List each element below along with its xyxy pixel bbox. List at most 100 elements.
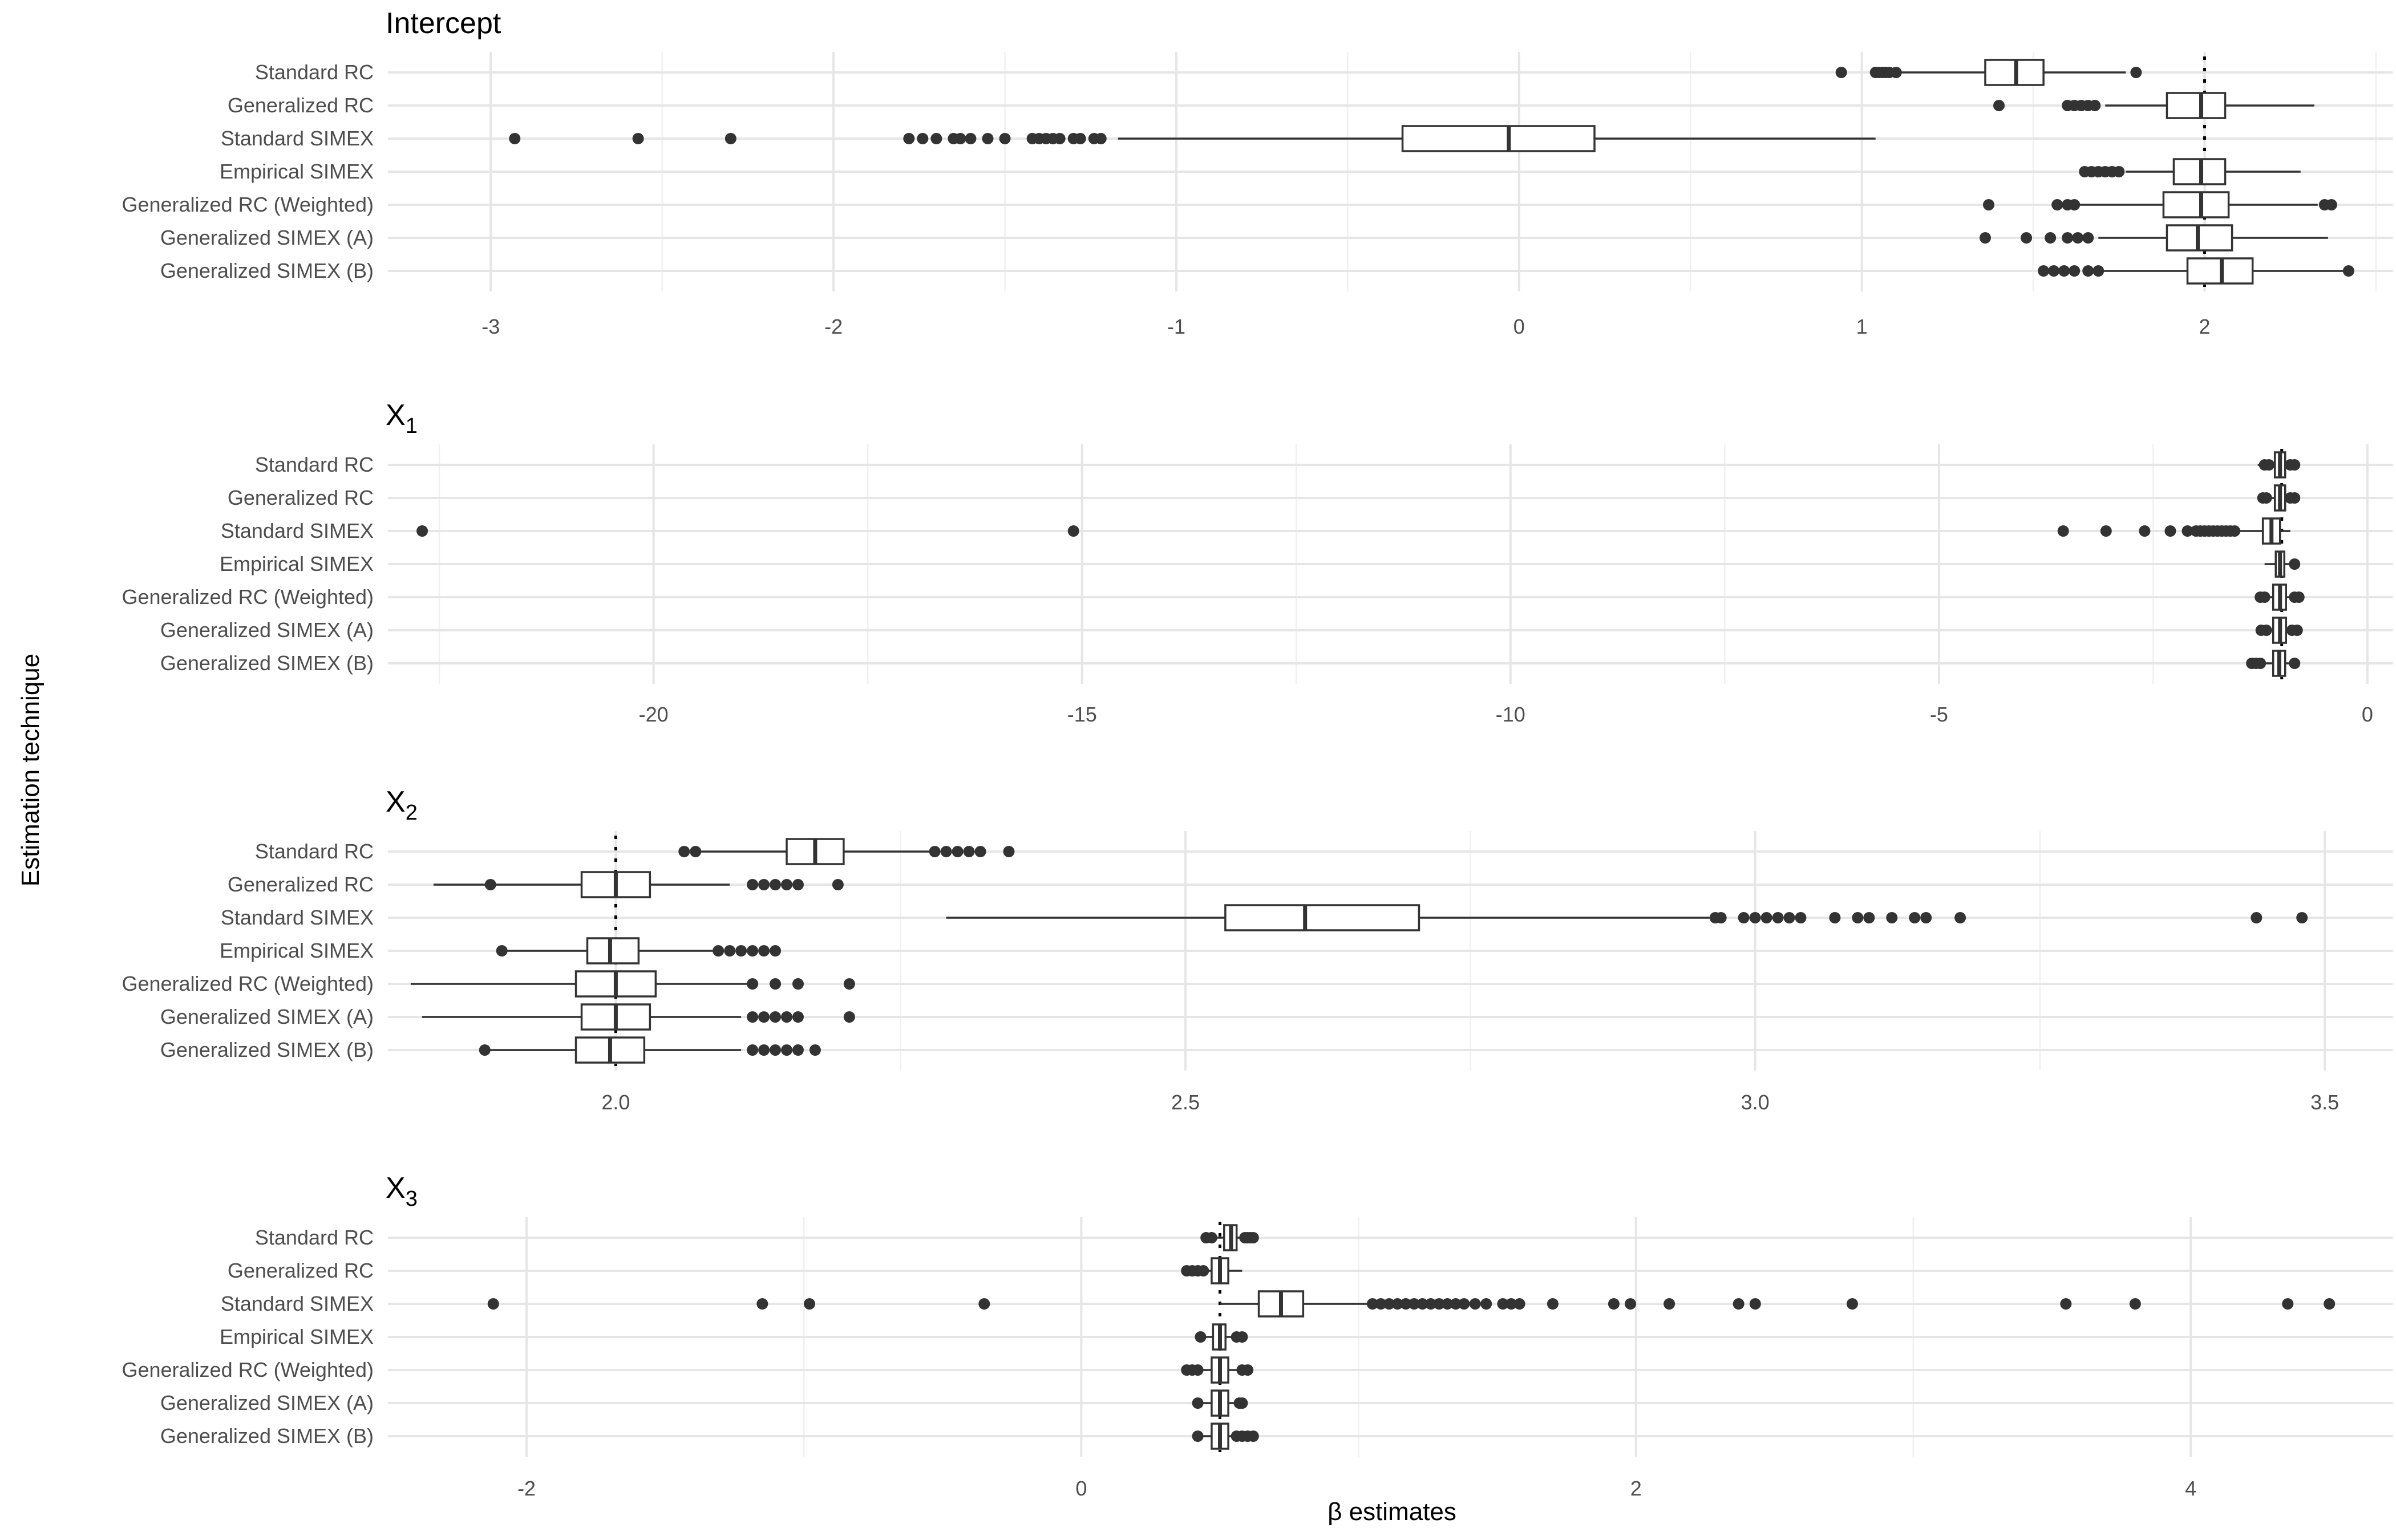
box-3 (487, 1290, 2336, 1318)
box-4 (2264, 550, 2301, 578)
y-axis-title: Estimation technique (17, 654, 44, 886)
outlier-point (1513, 1298, 1525, 1310)
box-1 (2257, 451, 2301, 479)
box-6 (422, 1003, 855, 1031)
outlier-point (2093, 265, 2104, 277)
outlier-point (1979, 232, 1991, 244)
outlier-point (758, 945, 770, 957)
outlier-point (770, 879, 782, 890)
outlier-point (978, 1298, 990, 1310)
outlier-point (940, 846, 952, 857)
outlier-point (1760, 912, 1772, 923)
outlier-point (1886, 912, 1898, 923)
box-7 (2038, 257, 2354, 285)
outlier-point (747, 945, 759, 957)
outlier-point (416, 525, 428, 537)
outlier-point (747, 879, 759, 890)
outlier-point (1458, 1298, 1470, 1310)
outlier-point (484, 879, 496, 890)
outlier-point (809, 1044, 821, 1056)
category-label: Generalized SIMEX (B) (160, 1424, 374, 1448)
box-3 (416, 517, 2290, 545)
box-4 (496, 937, 782, 964)
category-label: Standard RC (255, 1226, 374, 1249)
outlier-point (954, 133, 966, 144)
category-label: Generalized SIMEX (A) (160, 1391, 374, 1415)
outlier-point (758, 1044, 770, 1056)
box-1 (1835, 59, 2142, 86)
x-tick-label: 0 (2362, 703, 2373, 726)
outlier-point (974, 846, 986, 857)
panel-title: X3 (386, 1172, 418, 1211)
outlier-point (1982, 199, 1994, 210)
outlier-point (2289, 558, 2301, 570)
outlier-point (1095, 133, 1107, 144)
x-tick-label: -10 (1496, 703, 1525, 726)
outlier-point (781, 1044, 793, 1056)
category-label: Generalized RC (Weighted) (122, 972, 374, 995)
box-6 (2255, 617, 2303, 644)
x-tick-label: -2 (517, 1477, 536, 1500)
box-2 (433, 871, 844, 898)
outlier-point (1497, 1298, 1509, 1310)
outlier-point (735, 945, 747, 957)
outlier-point (747, 978, 759, 990)
outlier-point (1205, 1232, 1217, 1243)
outlier-point (1954, 912, 1966, 923)
category-label: Generalized SIMEX (A) (160, 1005, 374, 1028)
outlier-point (1054, 133, 1066, 144)
outlier-point (843, 978, 855, 990)
outlier-point (2255, 658, 2267, 669)
outlier-point (803, 1298, 815, 1310)
outlier-point (2289, 459, 2301, 471)
panel-title: X1 (386, 399, 418, 438)
outlier-point (724, 945, 736, 957)
x-tick-label: 2 (1630, 1477, 1642, 1500)
outlier-point (1247, 1232, 1259, 1243)
outlier-point (2072, 232, 2084, 244)
outlier-point (2062, 232, 2074, 244)
category-label: Generalized SIMEX (A) (160, 226, 374, 249)
category-label: Standard SIMEX (221, 906, 374, 929)
outlier-point (770, 1044, 782, 1056)
x-tick-label: -20 (639, 703, 669, 726)
outlier-point (1424, 1298, 1436, 1310)
outlier-point (1197, 1265, 1209, 1276)
category-label: Generalized RC (228, 94, 374, 117)
outlier-point (1863, 912, 1875, 923)
box-4 (2079, 158, 2301, 185)
box-6 (1192, 1389, 1248, 1417)
box-7 (479, 1036, 821, 1064)
category-label: Empirical SIMEX (220, 1325, 374, 1348)
outlier-point (758, 879, 770, 890)
category-label: Standard RC (255, 453, 374, 476)
outlier-point (999, 133, 1011, 144)
outlier-point (843, 1011, 855, 1023)
category-label: Standard SIMEX (221, 1292, 374, 1315)
panel-3: X2 2.0 2.5 3.0 3.5 Standard RC Generalized RC S… (122, 785, 2393, 1114)
outlier-point (929, 846, 941, 857)
outlier-point (690, 846, 702, 857)
box-5 (2255, 583, 2305, 611)
category-label: Generalized SIMEX (B) (160, 1038, 374, 1061)
outlier-point (2100, 525, 2112, 537)
outlier-point (1442, 1298, 1454, 1310)
outlier-point (792, 879, 804, 890)
category-label: Standard RC (255, 840, 374, 863)
iqr-box (1401, 125, 1596, 152)
category-label: Generalized RC (Weighted) (122, 193, 374, 216)
category-label: Empirical SIMEX (220, 939, 374, 962)
outlier-point (747, 1011, 759, 1023)
outlier-point (1852, 912, 1864, 923)
outlier-point (1783, 912, 1795, 923)
category-label: Generalized RC (Weighted) (122, 1358, 374, 1381)
outlier-point (632, 133, 644, 144)
outlier-point (1795, 912, 1807, 923)
panel-title: X2 (386, 785, 418, 825)
x-tick-label: -3 (481, 315, 500, 338)
outlier-point (725, 133, 736, 144)
outlier-point (2325, 199, 2337, 210)
outlier-point (2342, 265, 2354, 277)
